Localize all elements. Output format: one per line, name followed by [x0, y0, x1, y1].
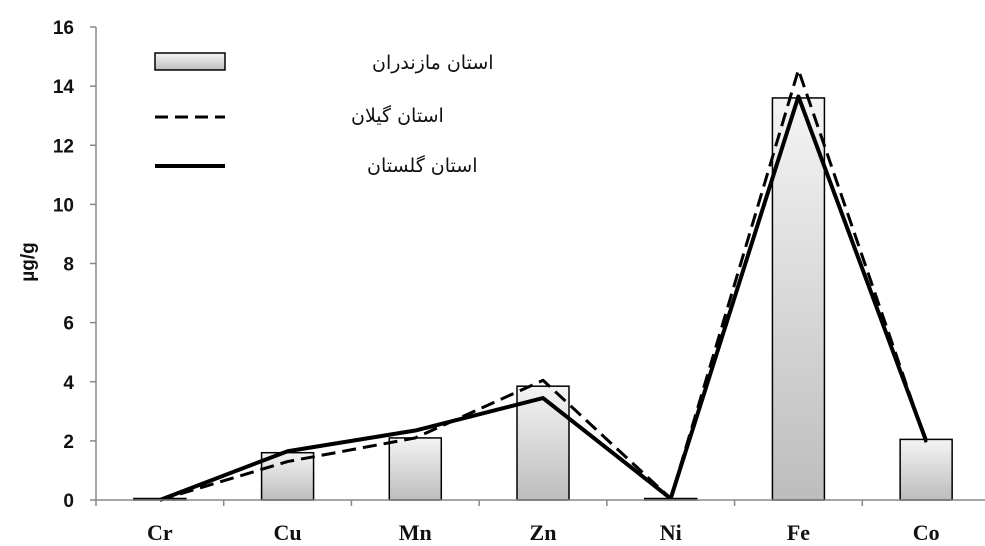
- y-axis-label: µg/g: [18, 242, 39, 281]
- x-tick-label: Fe: [787, 520, 810, 545]
- legend-swatch-bar: [154, 52, 226, 71]
- y-tick-label: 2: [63, 432, 74, 453]
- x-tick-label: Cr: [147, 520, 173, 545]
- y-tick-label: 14: [53, 77, 75, 98]
- y-tick-label: 16: [53, 18, 74, 39]
- x-tick-label: Cu: [274, 520, 302, 545]
- x-tick-label: Ni: [660, 520, 682, 545]
- y-tick-label: 8: [63, 255, 74, 276]
- lines-layer: [159, 68, 929, 502]
- legend-label-series-2: استان گیلان: [351, 104, 444, 127]
- y-tick-label: 10: [53, 195, 74, 216]
- y-tick-label: 12: [53, 136, 74, 157]
- solid-series-line: [159, 94, 929, 502]
- bar-mn: [388, 437, 443, 501]
- bars-layer: [133, 97, 953, 501]
- y-tick-label: 4: [63, 373, 74, 394]
- y-tick-label: 6: [63, 314, 74, 335]
- legend-label-series-3: استان گلستان: [367, 154, 477, 177]
- x-tick-label: Mn: [399, 520, 432, 545]
- dashed-series-line: [159, 68, 928, 502]
- x-tick-label: Co: [913, 520, 940, 545]
- bar-co: [899, 438, 953, 501]
- x-tick-label: Zn: [530, 520, 557, 545]
- bar-zn: [516, 385, 570, 501]
- y-tick-label: 0: [63, 491, 74, 512]
- x-ticks-layer: Cr Cu Mn Zn Ni Fe Co: [95, 500, 940, 545]
- y-ticks-layer: 0 2 4 6 8 10 12 14 16: [53, 18, 96, 512]
- legend: استان مازندران استان گیلان استان گلستان: [154, 52, 494, 177]
- legend-label-series-1: استان مازندران: [372, 52, 494, 74]
